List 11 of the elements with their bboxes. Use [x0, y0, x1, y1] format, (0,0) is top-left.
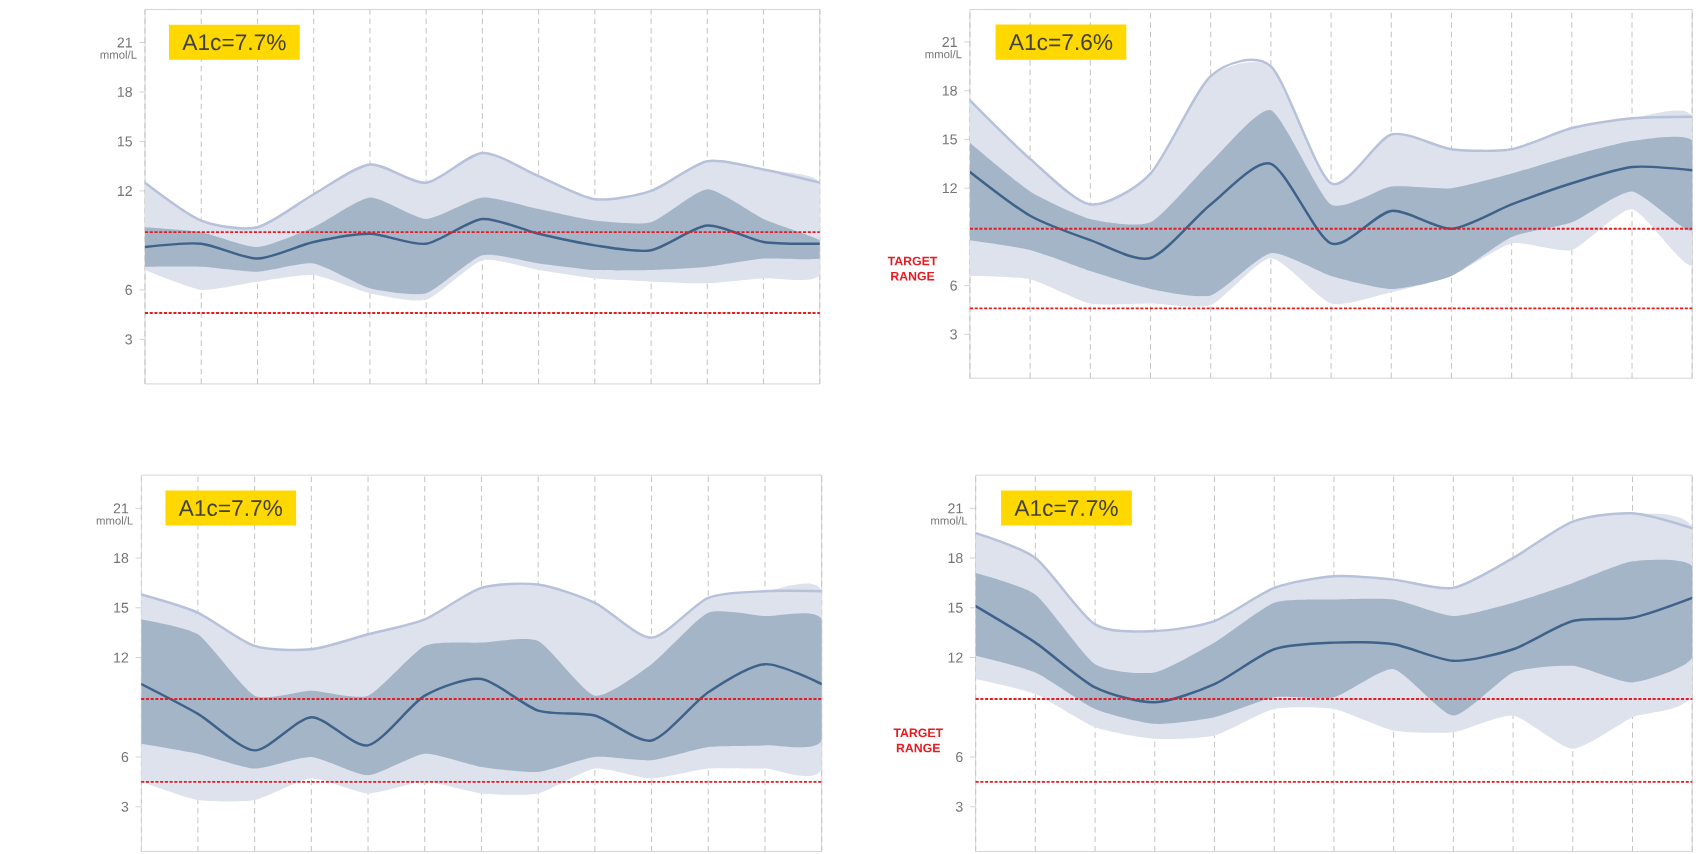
line-series	[969, 162, 1693, 261]
line-series	[141, 582, 822, 652]
annotation: A1c=7.7%	[1014, 500, 1118, 517]
line-series	[975, 596, 1693, 704]
line-series	[975, 512, 1693, 633]
annotation: A1c=7.6%	[1008, 34, 1113, 51]
line-series	[141, 663, 822, 752]
line-series	[145, 217, 820, 261]
annotation: A1c=7.7%	[178, 500, 283, 517]
annotation: A1c=7.7%	[182, 34, 286, 51]
line-series	[145, 152, 820, 230]
